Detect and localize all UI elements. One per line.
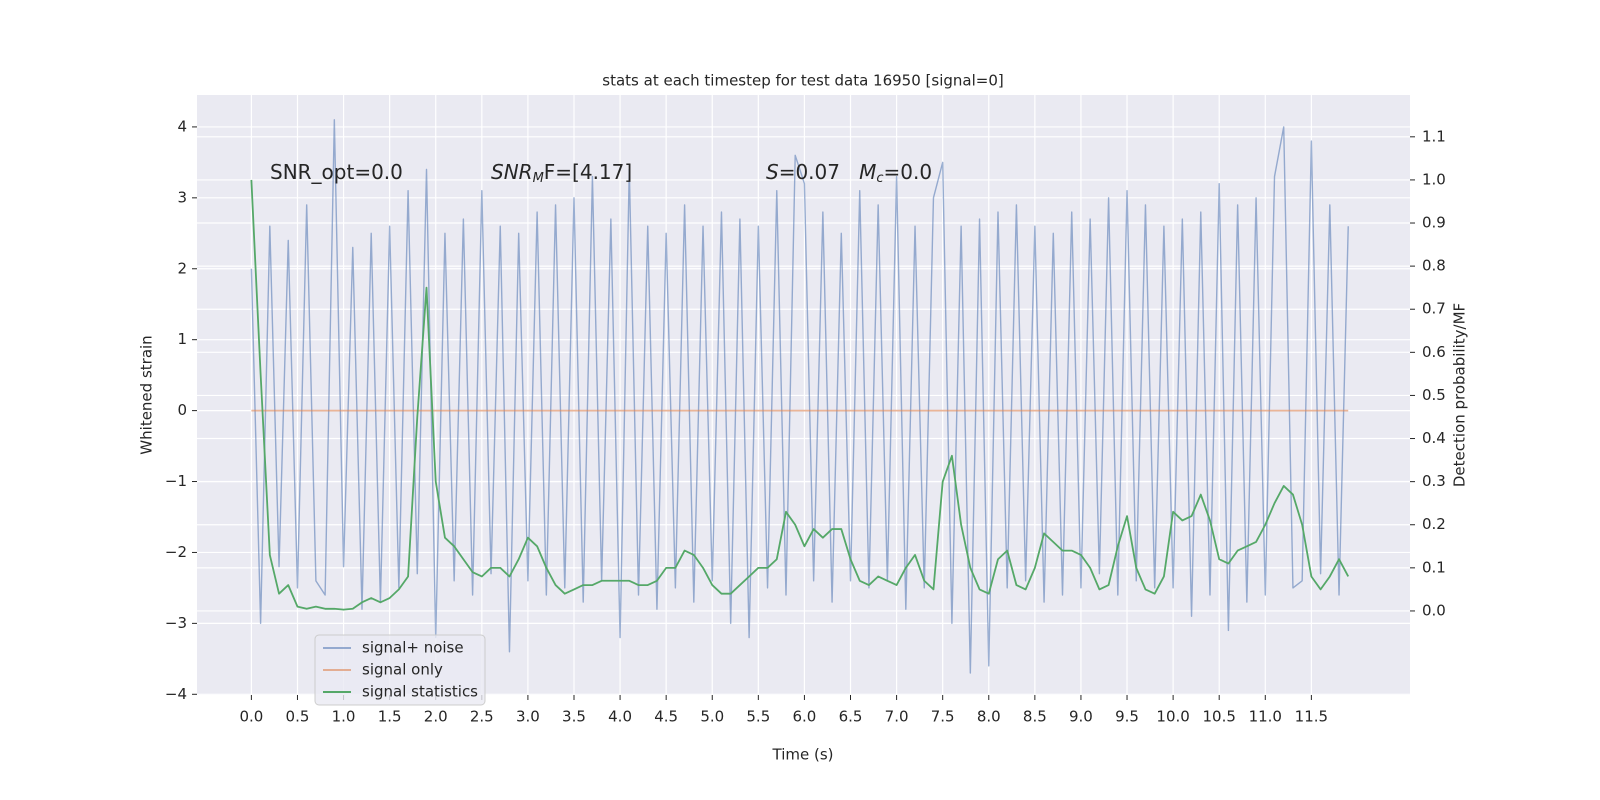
x-tick-label: 11.0 [1249,708,1282,726]
x-tick-label: 11.5 [1295,708,1328,726]
y2-tick-label: 0.3 [1422,472,1446,490]
y-tick-label: 3 [177,188,187,206]
y2-tick-label: 0.2 [1422,515,1446,533]
y2-tick-label: 1.1 [1422,127,1446,145]
annotation: S=0.07 Mc=0.0 [766,160,932,186]
y-tick-label: 2 [177,259,187,277]
x-tick-label: 0.5 [286,708,310,726]
annotation-part: M [859,160,876,184]
y2-tick-label: 0.7 [1422,300,1446,318]
x-tick-label: 9.5 [1115,708,1139,726]
x-tick-label: 5.0 [700,708,724,726]
annotation-part: SNR_opt=0.0 [270,160,403,184]
y-tick-label: −2 [165,543,187,561]
x-tick-label: 7.0 [885,708,909,726]
y2-axis-label: Detection probability/MF [1451,303,1469,487]
series-line [250,119,1349,674]
annotation-part: =0.07 [779,160,859,184]
y2-tick-label: 0.1 [1422,558,1446,576]
legend-label: signal+ noise [362,639,464,657]
annotation: SNRMF=[4.17] [491,160,632,186]
y2-tick-label: 0.8 [1422,257,1446,275]
annotation-part: F=[4.17] [544,160,632,184]
annotation-part: =0.0 [884,160,933,184]
y-tick-label: 0 [177,401,187,419]
x-tick-label: 4.5 [654,708,678,726]
x-tick-label: 2.5 [470,708,494,726]
y2-tick-label: 0.9 [1422,214,1446,232]
y-tick-label: 1 [177,330,187,348]
x-tick-label: 8.0 [977,708,1001,726]
y2-tick-label: 0.0 [1422,601,1446,619]
x-tick-label: 6.0 [792,708,816,726]
legend-box [314,634,486,706]
x-axis-label: Time (s) [772,746,834,764]
x-tick-label: 1.0 [332,708,356,726]
y2-tick-label: 0.5 [1422,386,1446,404]
x-tick-label: 3.0 [516,708,540,726]
x-tick-label: 10.5 [1202,708,1235,726]
series-line [250,179,1350,611]
x-tick-label: 0.0 [239,708,263,726]
annotation-part: SNR [491,160,533,184]
y-tick-label: −3 [165,614,187,632]
y-tick-label: 4 [177,117,187,135]
legend-label: signal only [362,661,443,679]
x-tick-label: 2.0 [424,708,448,726]
x-tick-label: 1.5 [378,708,402,726]
x-tick-label: 4.0 [608,708,632,726]
x-tick-label: 6.5 [839,708,863,726]
y2-tick-label: 0.6 [1422,343,1446,361]
annotation: SNR_opt=0.0 [270,160,403,184]
x-tick-label: 8.5 [1023,708,1047,726]
y-tick-label: −4 [165,685,187,703]
x-tick-label: 5.5 [746,708,770,726]
x-tick-label: 9.0 [1069,708,1093,726]
x-tick-label: 10.0 [1156,708,1189,726]
y-axis-label: Whitened strain [138,335,156,454]
x-tick-label: 7.5 [931,708,955,726]
y2-tick-label: 0.4 [1422,429,1446,447]
annotation-part: M [533,171,544,186]
legend-label: signal statistics [362,683,478,701]
x-tick-label: 3.5 [562,708,586,726]
annotation-part: c [876,171,883,186]
chart-title: stats at each timestep for test data 169… [602,72,1003,90]
annotation-part: S [766,160,779,184]
y2-tick-label: 1.0 [1422,170,1446,188]
y-tick-label: −1 [165,472,187,490]
